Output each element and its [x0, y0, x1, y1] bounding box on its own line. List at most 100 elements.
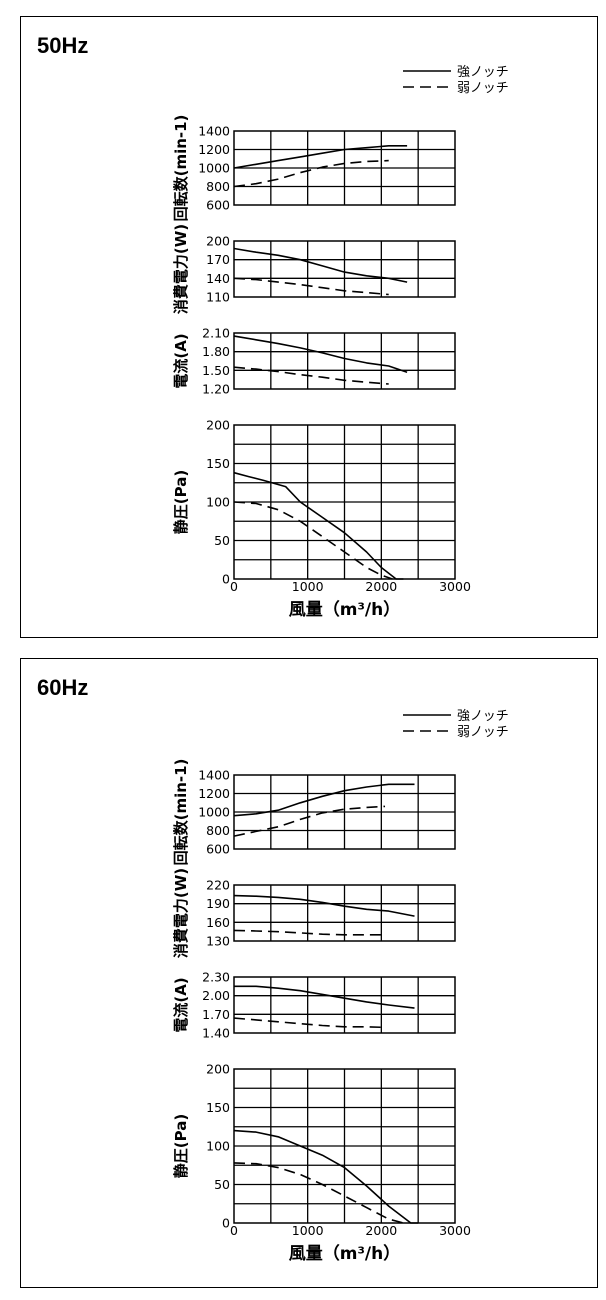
y-tick-label: 140 [206, 271, 230, 286]
y-tick-label: 110 [206, 290, 230, 305]
subplot: 1400 1200 1000 800 600 回転数(min-1) [172, 115, 456, 222]
legend-label: 弱ノッチ [457, 725, 509, 740]
y-tick-label: 150 [206, 1100, 230, 1115]
legend-label: 強ノッチ [457, 65, 509, 80]
subplot: 1400 1200 1000 800 600 回転数(min-1) [172, 759, 456, 866]
y-tick-label: 1000 [198, 161, 230, 176]
y-axis-label: 静圧(Pa) [172, 470, 190, 534]
y-tick-label: 100 [206, 495, 230, 510]
series-line-weak [233, 501, 393, 580]
plot-frame [233, 774, 456, 850]
y-tick-label: 220 [206, 878, 230, 893]
series-line-weak [233, 159, 389, 188]
y-tick-label: 200 [206, 1062, 230, 1077]
plot-frame [233, 1068, 456, 1224]
subplot: 200 150 100 50 0 静圧(Pa) [172, 1062, 456, 1231]
y-tick-label: 150 [206, 456, 230, 471]
y-tick-label: 800 [206, 823, 230, 838]
grid [234, 977, 455, 1033]
subplot: 200 170 140 110 消費電力(W) [172, 224, 456, 314]
series-line-weak [233, 805, 386, 837]
y-tick-label: 600 [206, 842, 230, 857]
series-line-weak [233, 1017, 386, 1029]
chart-title: 50Hz [37, 33, 89, 58]
x-tick-label: 3000 [439, 1223, 471, 1238]
x-tick-label: 1000 [292, 1223, 324, 1238]
plot-frame [233, 884, 456, 942]
y-tick-label: 0 [222, 1216, 230, 1231]
y-tick-label: 100 [206, 1139, 230, 1154]
y-tick-label: 190 [206, 896, 230, 911]
y-tick-label: 160 [206, 915, 230, 930]
y-axis-label: 回転数(min-1) [172, 115, 190, 222]
y-axis-label: 電流(A) [172, 977, 190, 1032]
series-line-strong [233, 1129, 419, 1224]
plot-frame [233, 976, 456, 1034]
y-axis-label: 消費電力(W) [172, 868, 190, 958]
x-tick-label: 1000 [292, 579, 324, 594]
x-tick-label: 3000 [439, 579, 471, 594]
series-line-strong [233, 471, 404, 580]
x-axis-label: 風量（m³/h） [289, 1243, 400, 1264]
y-tick-label: 200 [206, 234, 230, 249]
y-tick-label: 2.30 [202, 970, 230, 985]
series-line-weak [233, 277, 389, 296]
y-axis-label: 消費電力(W) [172, 224, 190, 314]
chart-panel-50hz: 50Hz 強ノッチ 弱ノッチ 1400 1200 1000 800 600 回転数(min-1… [20, 16, 598, 638]
y-axis-label: 回転数(min-1) [172, 759, 190, 866]
chart-svg-60hz: 強ノッチ弱ノッチ140012001000800600回転数(min-1)2201… [172, 709, 509, 1264]
subplot: 200 150 100 50 0 静圧(Pa) [172, 418, 456, 587]
series-line-strong [233, 247, 408, 283]
y-tick-label: 1400 [198, 124, 230, 139]
x-tick-label: 0 [230, 579, 238, 594]
y-tick-label: 2.10 [202, 326, 230, 341]
series-line-strong [233, 894, 415, 917]
y-tick-label: 800 [206, 179, 230, 194]
series-line-weak [233, 1162, 404, 1224]
x-axis-label: 風量（m³/h） [289, 599, 400, 620]
legend-label: 弱ノッチ [457, 81, 509, 96]
y-tick-label: 1.50 [202, 363, 230, 378]
subplot: 2.10 1.80 1.50 1.20 電流(A) [172, 326, 456, 397]
y-tick-label: 1200 [198, 142, 230, 157]
plot-frame [233, 240, 456, 298]
chart-panel-60hz: 60Hz 強ノッチ 弱ノッチ 1400 1200 1000 800 600 回転数(min-1… [20, 658, 598, 1288]
grid [234, 885, 455, 941]
grid [234, 425, 455, 579]
series-line-strong [233, 145, 408, 169]
x-tick-label: 0 [230, 1223, 238, 1238]
y-tick-label: 1.40 [202, 1026, 230, 1041]
y-tick-label: 130 [206, 934, 230, 949]
y-tick-label: 2.00 [202, 988, 230, 1003]
series-line-strong [233, 335, 408, 373]
plot-frame [233, 332, 456, 390]
grid [234, 131, 455, 205]
grid [234, 241, 455, 297]
y-tick-label: 170 [206, 252, 230, 267]
series-line-weak [233, 366, 389, 385]
y-tick-label: 1200 [198, 786, 230, 801]
chart-title: 60Hz [37, 675, 89, 700]
y-tick-label: 0 [222, 572, 230, 587]
y-tick-label: 50 [214, 1177, 230, 1192]
subplot: 220 190 160 130 消費電力(W) [172, 868, 456, 958]
x-tick-label: 2000 [365, 1223, 397, 1238]
series-line-weak [233, 929, 385, 936]
series-line-strong [234, 985, 415, 1009]
chart-svg-50hz: 強ノッチ弱ノッチ140012001000800600回転数(min-1)2001… [172, 65, 509, 620]
y-axis-label: 電流(A) [172, 333, 190, 388]
y-tick-label: 1.20 [202, 382, 230, 397]
grid [234, 1069, 455, 1223]
series-line-strong [233, 783, 415, 817]
y-tick-label: 200 [206, 418, 230, 433]
subplot: 2.30 2.00 1.70 1.40 電流(A) [172, 970, 456, 1041]
legend-label: 強ノッチ [457, 709, 509, 724]
y-tick-label: 50 [214, 533, 230, 548]
y-tick-label: 1.80 [202, 344, 230, 359]
y-tick-label: 1000 [198, 805, 230, 820]
y-axis-label: 静圧(Pa) [172, 1114, 190, 1178]
y-tick-label: 1.70 [202, 1007, 230, 1022]
x-tick-label: 2000 [365, 579, 397, 594]
